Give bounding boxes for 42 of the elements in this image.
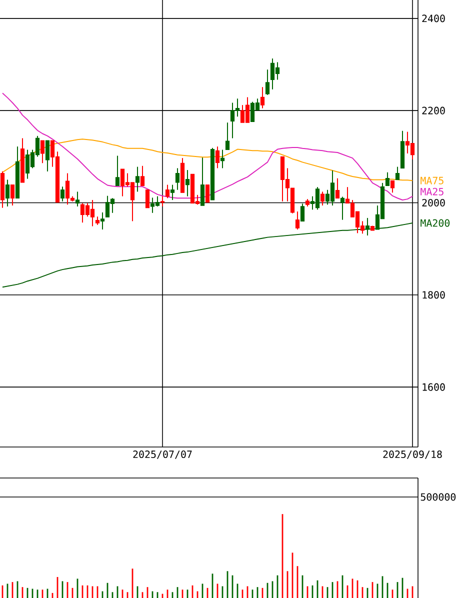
candlestick <box>215 146 220 169</box>
candlestick <box>265 69 270 96</box>
candlestick <box>5 179 10 207</box>
y-tick-label: 2400 <box>422 14 445 22</box>
candlestick <box>300 203 305 222</box>
candlestick <box>320 191 325 206</box>
candlestick <box>115 155 120 186</box>
series-label: MA200 <box>420 219 450 227</box>
candlestick <box>390 180 395 194</box>
candlestick <box>200 157 205 206</box>
candlestick <box>175 168 180 190</box>
y-tick-label: 1600 <box>422 383 445 391</box>
y-tick-label: 2000 <box>422 198 445 207</box>
candlestick <box>205 184 210 203</box>
candlestick <box>170 184 175 200</box>
candlestick <box>140 165 145 186</box>
candlestick <box>165 184 170 199</box>
candlestick <box>100 212 105 230</box>
candlestick <box>340 196 345 220</box>
text: 500000 <box>420 493 456 501</box>
candlestick <box>220 149 225 169</box>
candlestick <box>45 140 50 172</box>
candlestick <box>135 166 140 192</box>
candlestick <box>335 178 340 199</box>
candlestick <box>40 140 45 164</box>
candlestick <box>385 172 390 186</box>
candlestick <box>395 166 400 180</box>
candlestick <box>225 122 230 150</box>
candlestick <box>260 86 265 109</box>
candlestick <box>75 191 80 207</box>
candlestick <box>160 196 165 207</box>
candlestick <box>295 211 300 230</box>
candlestick <box>60 186 65 202</box>
x-tick-label: 2025/09/18 <box>383 450 442 459</box>
y-tick-label: 1800 <box>422 291 445 299</box>
series-label: MA75 <box>420 176 444 184</box>
series-label: MA25 <box>420 188 444 196</box>
x-tick-label: 2025/07/07 <box>133 450 192 459</box>
candlestick <box>185 170 190 197</box>
candlestick <box>10 184 15 206</box>
candlestick <box>145 190 150 208</box>
y-tick-label: 2200 <box>422 106 445 114</box>
